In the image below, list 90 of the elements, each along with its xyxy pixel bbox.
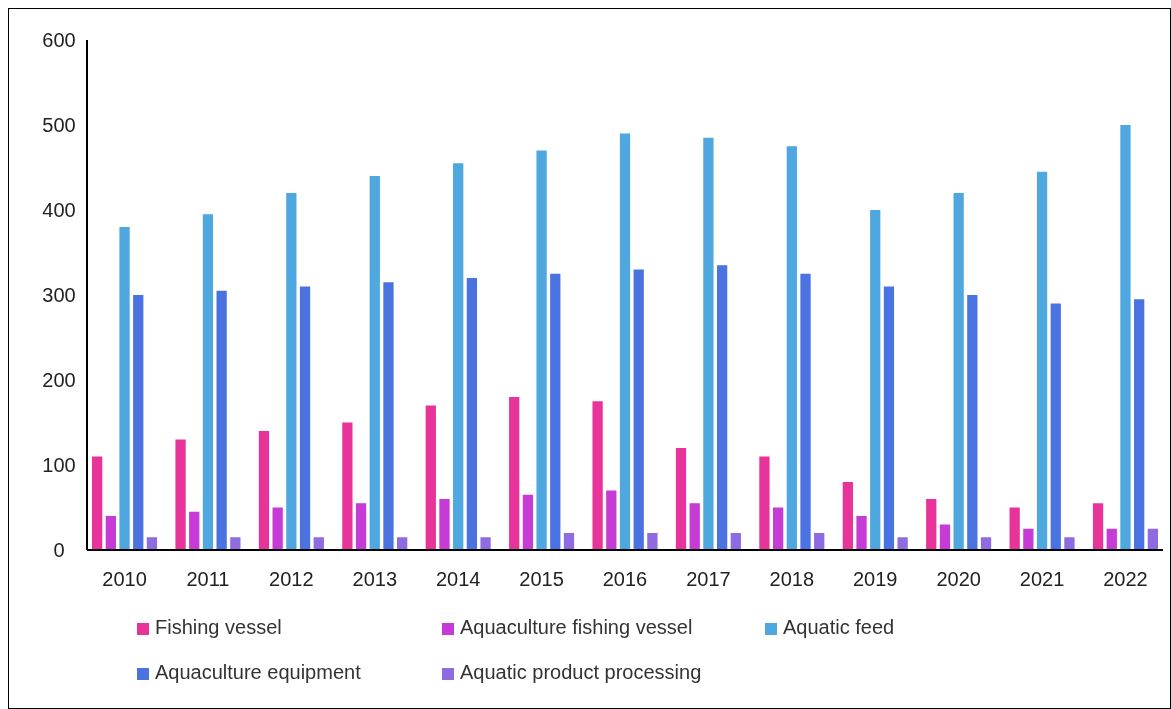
bar [189, 511, 200, 550]
bar [272, 507, 283, 550]
bar [1092, 503, 1104, 550]
bar [397, 537, 408, 550]
bar [286, 193, 297, 550]
legend-label: Aquaculture equipment [155, 661, 362, 683]
bar [119, 227, 130, 550]
x-tick-label: 2010 [102, 568, 147, 590]
bar [299, 286, 311, 550]
y-tick-label: 0 [53, 539, 65, 561]
bar [716, 265, 728, 550]
bar [425, 405, 436, 550]
bar [606, 490, 617, 550]
bar [703, 137, 714, 550]
bar [550, 273, 561, 550]
legend-label: Aquaculture fishing vessel [460, 616, 693, 638]
bar [870, 210, 881, 550]
legend-label: Aquatic product processing [460, 661, 702, 683]
x-tick-label: 2013 [352, 568, 398, 590]
bar [953, 193, 964, 550]
bar [369, 176, 380, 550]
bar [883, 286, 895, 550]
y-tick-label: 400 [42, 199, 76, 221]
y-tick-label: 500 [42, 114, 76, 136]
bar [967, 295, 978, 550]
bar [980, 537, 992, 550]
bar [786, 146, 797, 550]
x-tick-label: 2018 [769, 568, 815, 590]
bar [480, 537, 491, 550]
x-tick-label: 2020 [936, 568, 981, 590]
bar [522, 494, 534, 550]
y-tick-label: 100 [42, 454, 76, 476]
bar [92, 456, 103, 550]
bar [509, 397, 520, 550]
bar [759, 456, 770, 550]
bar [730, 533, 741, 550]
bar [536, 150, 547, 550]
bar [383, 282, 394, 550]
bar [216, 290, 227, 550]
bar [897, 537, 908, 550]
x-tick-label: 2021 [1019, 568, 1065, 590]
bar [1050, 303, 1061, 550]
bar [772, 507, 784, 550]
y-tick-label: 200 [42, 369, 76, 391]
x-tick-label: 2014 [435, 568, 481, 590]
bar [313, 537, 324, 550]
bar [133, 295, 144, 550]
bar [842, 482, 853, 550]
y-tick-label: 600 [42, 29, 76, 51]
bar [647, 533, 658, 550]
bar [146, 537, 158, 550]
x-tick-label: 2016 [602, 568, 648, 590]
bar [1147, 528, 1158, 550]
bar [439, 499, 450, 550]
bar [342, 422, 353, 550]
bar [202, 214, 214, 550]
bar [175, 439, 186, 550]
bar [814, 533, 825, 550]
bar [355, 503, 367, 550]
bar [1009, 507, 1020, 550]
bar [592, 401, 603, 550]
bar [1106, 528, 1117, 550]
legend-label: Fishing vessel [155, 616, 282, 638]
x-tick-label: 2022 [1103, 568, 1148, 590]
x-tick-label: 2015 [519, 568, 564, 590]
bar [453, 163, 464, 550]
x-tick-label: 2011 [186, 568, 230, 590]
bar [1064, 537, 1075, 550]
bar [1120, 125, 1131, 550]
x-tick-label: 2012 [269, 568, 314, 590]
bar [230, 537, 241, 550]
bar [258, 431, 270, 550]
x-tick-label: 2019 [852, 568, 898, 590]
bar [466, 278, 478, 550]
bar [1134, 299, 1145, 550]
bar [926, 499, 937, 550]
bar [800, 273, 811, 550]
bar [856, 516, 867, 550]
x-tick-label: 2017 [686, 568, 731, 590]
bar [619, 133, 631, 550]
bar [105, 516, 116, 550]
legend-label: Aquatic feed [783, 616, 895, 638]
bar [939, 524, 951, 550]
bar [1023, 528, 1034, 550]
bar [633, 269, 644, 550]
bar [1036, 171, 1048, 550]
bar [675, 448, 687, 550]
bar [689, 503, 700, 550]
bar [563, 533, 575, 550]
y-tick-label: 300 [42, 284, 76, 306]
